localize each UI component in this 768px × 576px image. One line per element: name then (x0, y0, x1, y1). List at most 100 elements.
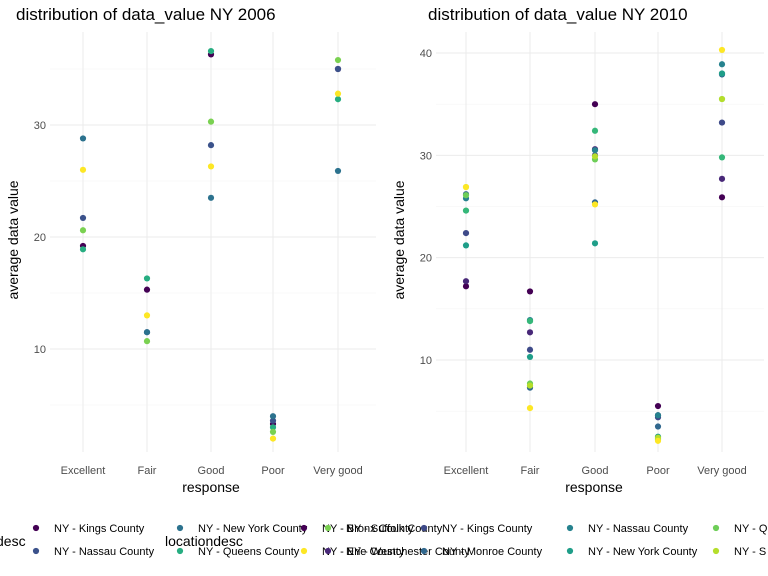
data-point (79, 246, 87, 253)
chart-title-2010: distribution of data_value NY 2010 (428, 5, 688, 24)
legend-title: locationdesc (165, 533, 243, 549)
legend-entries-right: NY - Kings County NY - Monroe County NY - … (420, 523, 768, 558)
panel-2010: distribution of data_value NY 2010 respo… (391, 5, 764, 495)
data-point (654, 437, 662, 444)
x-tick-label: Poor (261, 465, 285, 477)
data-point (334, 56, 342, 64)
x-tick-label: Fair (521, 465, 540, 477)
data-point (334, 96, 342, 103)
legend-entries-left: NY - Kings County NY - Nassau County NY - … (32, 523, 470, 558)
legend-key (176, 524, 184, 532)
legend-label: NY - Suffolk County (346, 523, 443, 535)
legend-key (176, 547, 184, 555)
legend-key (566, 547, 574, 555)
data-point (526, 329, 534, 336)
legend-label: NY - Erie County (322, 546, 405, 558)
data-point (207, 194, 215, 201)
y-tick-label: 30 (420, 150, 432, 162)
data-point (207, 142, 215, 149)
panel-2006: distribution of data_value NY 2006 respo… (5, 5, 376, 495)
legend-label: NY - Nassau County (588, 523, 689, 535)
data-point (79, 166, 87, 173)
data-point (143, 338, 151, 345)
legend-key (420, 547, 428, 555)
legend-label: NY - Westchester County (346, 546, 470, 558)
data-point (591, 147, 599, 154)
data-point (718, 194, 726, 201)
y-ticks-2010: 10 20 30 40 (420, 48, 432, 367)
legend-label: NY - S (734, 546, 766, 558)
legend-label: NY - Bronx County (322, 523, 414, 535)
data-point (718, 95, 726, 103)
data-point (591, 240, 599, 247)
x-axis-title-2010: response (565, 479, 623, 495)
y-tick-label: 10 (34, 344, 46, 356)
data-point (654, 423, 662, 430)
legend-label: NY - Monroe County (442, 546, 543, 558)
data-point (462, 242, 470, 249)
x-tick-label: Very good (313, 465, 363, 477)
legend-key (712, 524, 720, 532)
data-point (718, 61, 726, 68)
data-point (462, 207, 470, 214)
chart-title-2006: distribution of data_value NY 2006 (16, 5, 276, 24)
data-point (269, 413, 277, 420)
y-tick-label: 40 (420, 48, 432, 60)
x-tick-label: Fair (138, 465, 157, 477)
data-point (526, 318, 534, 325)
x-tick-label: Excellent (61, 465, 106, 477)
data-point (269, 424, 277, 431)
y-tick-label: 20 (34, 232, 46, 244)
data-point (654, 402, 662, 410)
y-ticks-2006: 10 20 30 (34, 120, 46, 356)
data-point (718, 119, 726, 126)
legend-key (300, 547, 308, 555)
x-ticks-2006: Excellent Fair Good Poor Very good (61, 465, 363, 477)
legend-key (420, 524, 428, 532)
x-tick-label: Good (582, 465, 609, 477)
legend-label: NY - Nassau County (54, 546, 155, 558)
data-point (462, 192, 470, 199)
x-tick-label: Good (198, 465, 225, 477)
legend-label: NY - Q (734, 523, 768, 535)
data-point (526, 382, 534, 389)
data-point (526, 353, 534, 361)
points-2006 (79, 47, 342, 442)
data-point (526, 346, 534, 353)
data-point (79, 135, 87, 142)
y-tick-label: 10 (420, 355, 432, 367)
points-2010 (462, 46, 726, 444)
legend-label: NY - Kings County (54, 523, 145, 535)
data-point (143, 312, 151, 319)
data-point (207, 163, 215, 170)
legend-key (324, 524, 332, 532)
data-point (462, 230, 470, 237)
data-point (79, 227, 87, 234)
legend-key (300, 524, 308, 532)
legend-title-clipped: desc (0, 533, 26, 549)
data-point (207, 118, 215, 125)
legend-label: NY - Queens County (198, 546, 300, 558)
data-point (334, 167, 342, 175)
data-point (526, 404, 534, 412)
x-tick-label: Poor (646, 465, 670, 477)
x-tick-label: Excellent (444, 465, 489, 477)
legend-label: NY - New York County (198, 523, 308, 535)
data-point (718, 175, 726, 182)
data-point (79, 214, 87, 222)
data-point (207, 47, 215, 55)
data-point (718, 154, 726, 161)
data-point (591, 201, 599, 208)
y-axis-title-2010: average data value (391, 180, 407, 299)
x-ticks-2010: Excellent Fair Good Poor Very good (444, 465, 747, 477)
data-point (526, 288, 534, 295)
legend-label: NY - New York County (588, 546, 698, 558)
legend-label: NY - Kings County (442, 523, 533, 535)
data-point (269, 428, 277, 435)
legend-key (566, 524, 574, 532)
data-point (269, 417, 277, 424)
legend-key (32, 524, 40, 532)
y-tick-label: 30 (34, 120, 46, 132)
legend-key (712, 547, 720, 555)
